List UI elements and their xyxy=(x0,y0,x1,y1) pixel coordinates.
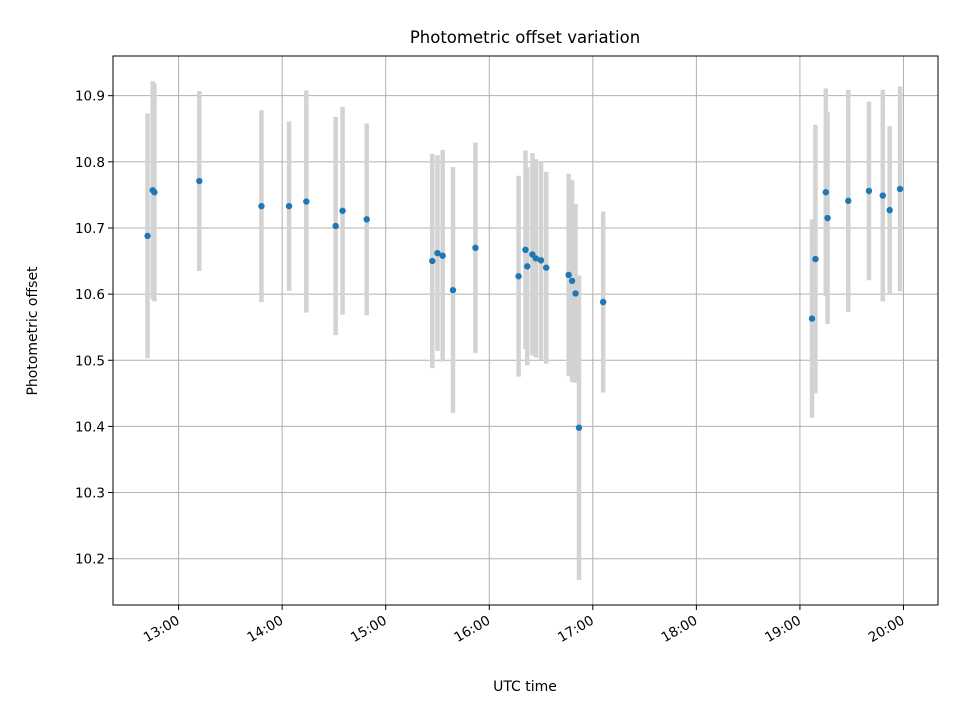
data-point xyxy=(886,206,893,214)
data-point xyxy=(439,252,446,259)
x-axis-label: UTC time xyxy=(493,679,557,695)
data-point xyxy=(303,198,310,205)
data-point xyxy=(472,244,479,252)
y-axis: 10.2 10.3 10.4 10.5 10.6 10.7 10.8 10.9 xyxy=(75,89,113,568)
data-point xyxy=(449,286,457,294)
data-point xyxy=(822,189,830,196)
data-point xyxy=(812,255,819,263)
data-point xyxy=(537,257,545,264)
data-point xyxy=(896,185,904,193)
y-tick-label: 10.4 xyxy=(75,419,105,435)
data-point xyxy=(332,222,339,230)
data-point xyxy=(845,197,852,205)
data-point xyxy=(568,277,576,285)
plot-area-frame xyxy=(112,55,939,606)
data-point xyxy=(522,246,529,254)
chart-title: Photometric offset variation xyxy=(410,28,640,47)
data-point xyxy=(532,255,540,262)
y-axis-label: Photometric offset xyxy=(25,266,41,396)
data-point xyxy=(824,214,831,222)
point-layer xyxy=(144,177,904,431)
data-point xyxy=(575,424,583,431)
data-point xyxy=(865,187,873,195)
y-tick-label: 10.5 xyxy=(75,353,105,369)
data-point xyxy=(285,202,293,210)
data-point xyxy=(339,207,346,214)
y-tick-label: 10.8 xyxy=(75,155,105,171)
data-point xyxy=(196,177,203,185)
y-tick-label: 10.3 xyxy=(75,486,105,502)
data-point xyxy=(429,257,436,265)
data-point xyxy=(144,232,151,240)
data-point xyxy=(524,263,531,270)
y-tick-label: 10.6 xyxy=(75,287,105,303)
data-point xyxy=(258,202,265,210)
data-point xyxy=(151,189,158,196)
y-tick-label: 10.2 xyxy=(75,552,105,568)
data-point xyxy=(434,249,441,257)
y-tick-label: 10.7 xyxy=(75,221,105,237)
data-point xyxy=(879,192,886,199)
data-point xyxy=(515,273,522,280)
data-point xyxy=(599,298,607,306)
y-tick-label: 10.9 xyxy=(75,89,105,105)
data-point xyxy=(363,216,370,223)
data-point xyxy=(808,315,816,322)
data-point xyxy=(572,290,579,297)
data-point xyxy=(543,264,550,271)
data-point xyxy=(565,271,572,279)
